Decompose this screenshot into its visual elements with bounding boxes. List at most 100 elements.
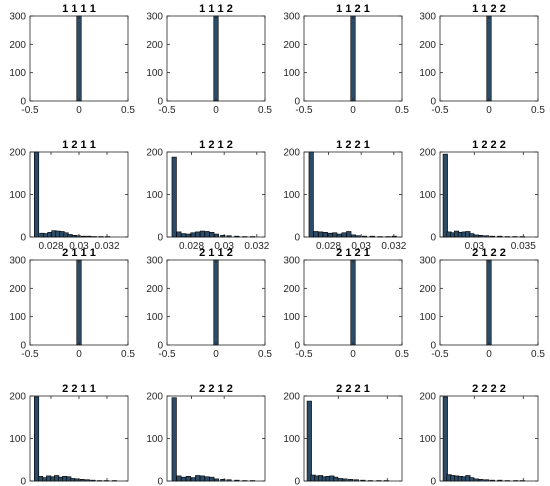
histogram-bar <box>226 479 232 482</box>
y-tick-label: 300 <box>146 12 163 23</box>
x-tick-label: 0.5 <box>258 105 272 116</box>
y-tick-label: 0 <box>20 477 26 486</box>
histogram-bar <box>489 235 495 238</box>
axes-box <box>166 395 266 482</box>
y-tick-label: 200 <box>283 40 300 51</box>
y-tick-label: 200 <box>419 392 436 403</box>
y-tick-label: 300 <box>146 256 163 267</box>
histogram-bar <box>473 234 479 238</box>
y-tick-label: 200 <box>146 148 163 159</box>
subplot-title: 2 2 2 1 <box>336 383 370 395</box>
x-tick-label: 0 <box>213 105 219 116</box>
x-tick-label: 0.5 <box>395 349 409 360</box>
histogram-bar <box>489 479 495 482</box>
histogram-bar <box>469 233 475 238</box>
histogram-bar <box>176 475 182 482</box>
histogram-bar <box>497 479 503 482</box>
histogram-bar <box>204 476 210 482</box>
subplot-title: 1 2 1 2 <box>199 139 233 151</box>
histogram-bar <box>176 231 182 238</box>
x-tick-label: -0.5 <box>431 105 449 116</box>
histogram-bar <box>348 478 354 482</box>
subplot-title: 1 2 1 1 <box>62 139 96 151</box>
y-tick-label: 200 <box>9 148 26 159</box>
x-tick-label: 0.5 <box>395 105 409 116</box>
histogram-bar <box>342 478 348 482</box>
subplot-title: 2 1 2 2 <box>472 247 506 259</box>
y-tick-label: 200 <box>9 392 26 403</box>
histogram-bar <box>353 479 359 482</box>
histogram-bar <box>308 151 314 238</box>
x-tick-label: 0.032 <box>244 241 269 252</box>
y-tick-label: 0 <box>294 97 300 108</box>
y-tick-label: 0 <box>294 341 300 352</box>
x-tick-label: 0.028 <box>316 241 341 252</box>
y-tick-label: 300 <box>9 12 26 23</box>
y-tick-label: 0 <box>20 341 26 352</box>
y-tick-label: 100 <box>9 190 26 201</box>
x-tick-label: -0.5 <box>21 105 39 116</box>
histogram-bar <box>33 396 40 482</box>
x-tick-label: 0.5 <box>531 349 545 360</box>
histogram-bar <box>361 235 368 238</box>
histogram-bar <box>209 476 215 482</box>
axes-box <box>166 151 266 238</box>
subplot-5: 1 2 1 1 0.028 0.03 0.032 0 100 200 <box>9 139 129 252</box>
axes-box <box>303 395 403 482</box>
y-tick-label: 0 <box>157 97 163 108</box>
histogram-bar <box>85 479 91 482</box>
subplot-8: 1 2 2 2 0.03 0.035 0 100 200 <box>419 139 539 252</box>
histogram-bar <box>360 479 366 482</box>
y-tick-label: 100 <box>9 434 26 445</box>
y-tick-label: 200 <box>419 40 436 51</box>
y-tick-label: 200 <box>146 392 163 403</box>
y-tick-label: 200 <box>283 148 300 159</box>
subplot-7: 1 2 2 1 0.028 0.03 0.032 0 100 200 <box>283 139 406 252</box>
histogram-bar <box>478 235 484 238</box>
y-tick-label: 100 <box>419 68 436 79</box>
subplot-title: 2 2 1 1 <box>62 383 96 395</box>
subplot-title: 2 2 2 2 <box>472 383 506 395</box>
x-tick-label: 0.035 <box>511 241 536 252</box>
histogram-bar <box>336 233 342 238</box>
x-tick-label: 0 <box>486 349 492 360</box>
histogram-bar <box>341 232 347 238</box>
histogram-bar <box>346 231 352 238</box>
histogram-bar <box>497 235 503 238</box>
x-tick-label: 0.5 <box>258 349 272 360</box>
y-tick-label: 0 <box>157 341 163 352</box>
histogram-bar <box>442 396 448 482</box>
x-tick-label: 0 <box>76 349 82 360</box>
y-tick-label: 0 <box>430 97 436 108</box>
y-tick-label: 200 <box>9 40 26 51</box>
y-tick-label: 0 <box>430 477 436 486</box>
y-tick-label: 300 <box>9 256 26 267</box>
x-tick-label: 0.03 <box>351 241 371 252</box>
histogram-bar <box>332 232 338 238</box>
y-tick-label: 100 <box>146 190 163 201</box>
histogram-bar <box>213 233 220 238</box>
y-tick-label: 0 <box>157 477 163 486</box>
axes-box <box>29 151 129 238</box>
subplot-title: 1 1 2 2 <box>472 3 506 15</box>
y-tick-label: 0 <box>430 233 436 244</box>
y-tick-label: 100 <box>146 434 163 445</box>
y-tick-label: 0 <box>157 233 163 244</box>
histogram-bar <box>90 479 96 482</box>
histogram-bar <box>486 15 492 102</box>
x-tick-label: -0.5 <box>295 105 313 116</box>
x-tick-label: 0 <box>213 349 219 360</box>
y-tick-label: 200 <box>146 40 163 51</box>
x-tick-label: 0.03 <box>465 241 485 252</box>
y-tick-label: 300 <box>419 12 436 23</box>
histogram-bar <box>195 475 201 482</box>
x-tick-label: -0.5 <box>295 349 313 360</box>
